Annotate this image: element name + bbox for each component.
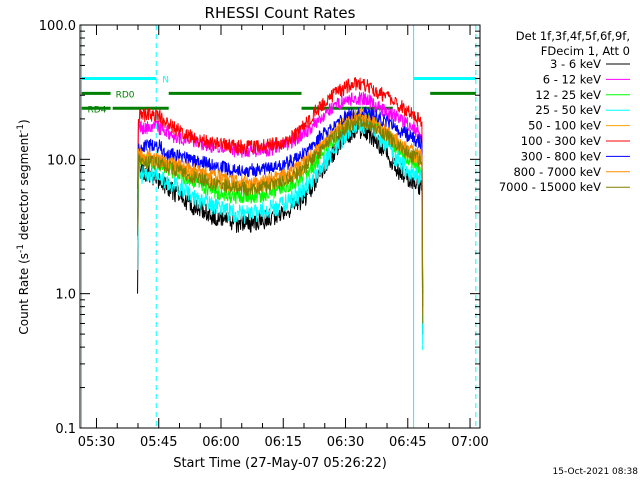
series-line-8 <box>137 115 424 324</box>
y-axis-label: Count Rate (s-1 detector segment-1) <box>16 119 31 334</box>
state-bar-label-rd4: RD4 <box>88 105 107 115</box>
plot-frame <box>79 24 481 429</box>
x-tick-label-2: 06:00 <box>202 435 239 450</box>
legend-entry-label-7: 800 - 7000 keV <box>513 165 601 179</box>
axes: 0.1 1.0 10.0 100.0 05:30 05:45 06:00 06:15 06:30… <box>39 19 489 450</box>
chart-title: RHESSI Count Rates <box>205 4 356 22</box>
y-axis-label-sup1: -1 <box>16 244 26 253</box>
x-tick-label-6: 07:00 <box>451 435 488 450</box>
legend-entry-label-1: 6 - 12 keV <box>543 72 601 86</box>
y-tick-label-0: 0.1 <box>55 422 76 437</box>
x-tick-label-4: 06:30 <box>327 435 364 450</box>
legend-header-line-1: FDecim 1, Att 0 <box>541 44 630 58</box>
legend-header-line-0: Det 1f,3f,4f,5f,6f,9f, <box>516 29 630 43</box>
series-line-6 <box>137 106 424 307</box>
series-line-3 <box>137 115 424 351</box>
x-axis-label: Start Time (27-May-07 05:26:22) <box>173 456 387 471</box>
timestamp: 15-Oct-2021 08:38 <box>553 467 639 477</box>
x-tick-label-3: 06:15 <box>265 435 302 450</box>
x-tick-label-5: 06:45 <box>389 435 426 450</box>
state-bar-label-n: N <box>162 75 169 85</box>
legend-entry-label-4: 50 - 100 keV <box>528 119 601 133</box>
y-axis-label-main: Count Rate (s <box>17 253 31 335</box>
y-axis-label-sup2: -1 <box>16 124 26 133</box>
series-group <box>137 77 424 351</box>
y-axis-label-end: ) <box>17 119 31 124</box>
series-line-0 <box>137 120 424 335</box>
series-line-5 <box>137 77 424 294</box>
y-axis-label-mid: detector segment <box>17 133 31 244</box>
x-tick-label-1: 05:45 <box>140 435 177 450</box>
legend-entry-label-8: 7000 - 15000 keV <box>499 180 601 194</box>
y-tick-label-3: 100.0 <box>39 19 76 34</box>
y-tick-label-1: 1.0 <box>55 288 76 303</box>
legend-entry-label-2: 12 - 25 keV <box>535 88 601 102</box>
state-bar-label-rd0: RD0 <box>116 90 135 100</box>
legend-entry-label-0: 3 - 6 keV <box>550 57 601 71</box>
legend-entry-label-6: 300 - 800 keV <box>521 149 601 163</box>
y-tick-label-2: 10.0 <box>47 153 76 168</box>
legend-entry-label-5: 100 - 300 keV <box>521 134 601 148</box>
series-line-1 <box>137 91 424 300</box>
legend: Det 1f,3f,4f,5f,6f,9f,FDecim 1, Att 03 -… <box>499 29 630 194</box>
x-tick-label-0: 05:30 <box>78 435 115 450</box>
legend-entry-label-3: 25 - 50 keV <box>535 103 601 117</box>
